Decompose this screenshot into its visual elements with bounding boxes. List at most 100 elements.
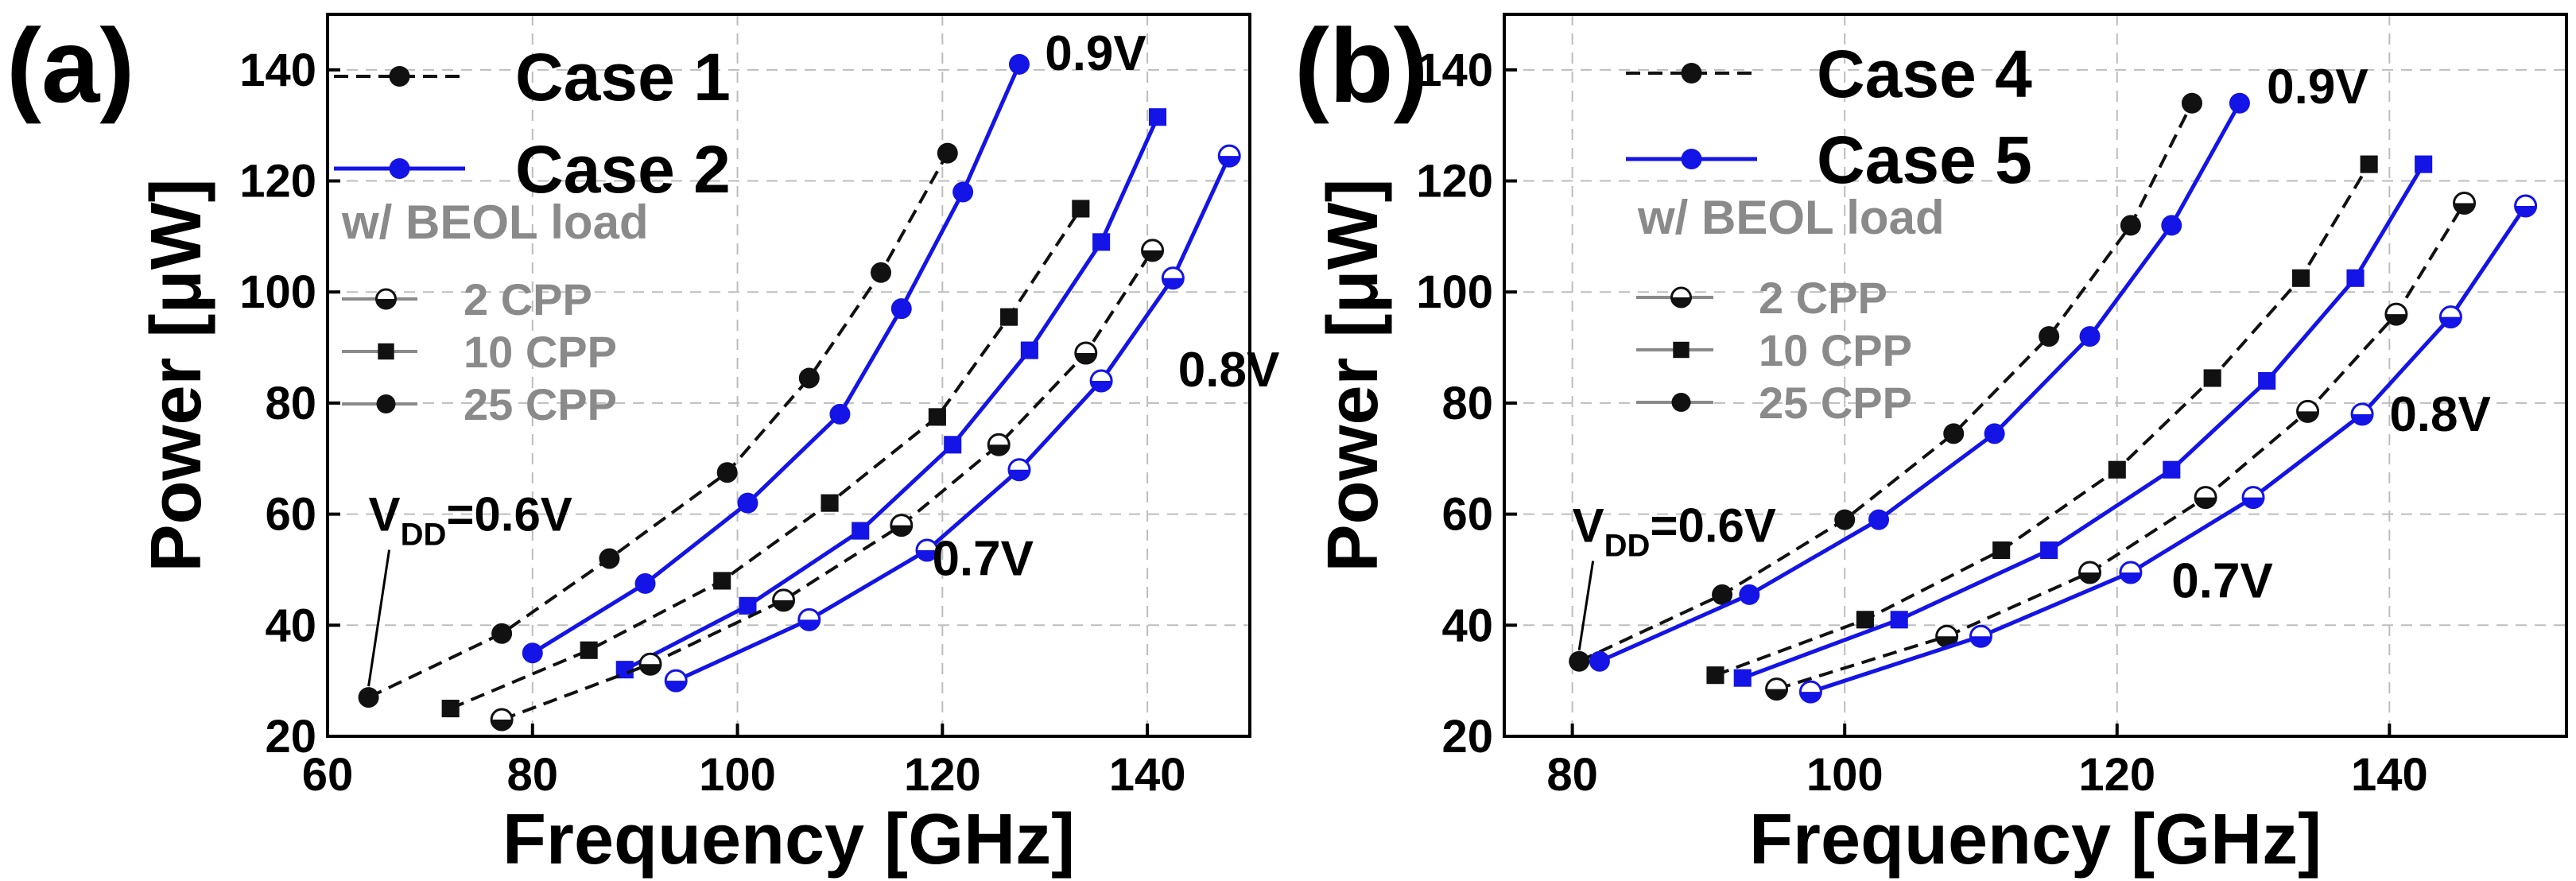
vdd-suffix: =0.6V [446, 488, 572, 541]
voltage-annotation: 0.8V [2389, 387, 2491, 442]
vdd-leader-line [367, 549, 391, 687]
data-point [490, 708, 514, 732]
data-point [2229, 92, 2250, 114]
y-tick-label: 60 [1441, 489, 1493, 541]
data-point [664, 669, 688, 693]
data-point [1733, 669, 1752, 687]
data-point [2350, 402, 2374, 426]
data-point [1000, 308, 1018, 326]
data-point [2514, 194, 2538, 218]
panel-a-chart: (a) 60 80 100 120 140 20 40 60 80 100 120 140 Frequen… [6, 7, 1279, 879]
x-tick-label: 80 [507, 749, 559, 801]
legend-marker-label: 2 CPP [464, 274, 592, 324]
y-tick-label: 120 [1416, 156, 1493, 208]
data-point [829, 403, 851, 425]
legend-marker-label: 25 CPP [464, 379, 617, 429]
x-tick-label: 100 [699, 749, 776, 801]
legend-label: Case 5 [1817, 122, 2032, 197]
legend-marker [1681, 63, 1702, 83]
data-point-half [1075, 353, 1096, 364]
data-point-half [890, 525, 912, 536]
y-tick-label: 60 [265, 489, 316, 541]
data-point [441, 700, 460, 718]
data-point [1943, 423, 1965, 444]
data-point [952, 181, 974, 203]
data-point-half [2454, 203, 2475, 214]
data-point [1798, 680, 1822, 704]
data-point [1569, 650, 1590, 672]
data-point [1765, 677, 1789, 701]
legend-marker [1681, 149, 1702, 169]
legend-subtitle: w/ BEOL load [1637, 191, 1945, 244]
data-point [852, 522, 870, 540]
data-point [1589, 650, 1610, 672]
legend-marker-label: 10 CPP [464, 327, 617, 377]
data-point [1217, 144, 1241, 168]
data-point [890, 298, 912, 320]
data-point [1141, 239, 1165, 262]
y-axis-title: Power [μW] [137, 178, 216, 572]
panel-b-chart: (b) 80 100 120 140 20 40 60 80 100 120 140 Frequency… [1294, 7, 2568, 879]
legend-marker [389, 158, 410, 179]
data-point [2415, 155, 2433, 173]
series-group [358, 53, 1241, 732]
legend-marker-symbol [378, 343, 394, 360]
vdd-leader-line [1577, 561, 1595, 650]
data-point [1984, 423, 2005, 444]
data-point [1890, 611, 1908, 629]
data-point-half [2440, 316, 2462, 328]
series-line [675, 155, 1232, 683]
data-point [798, 367, 820, 389]
data-point-half [917, 550, 937, 561]
y-tick-label: 20 [1441, 711, 1493, 763]
data-point [944, 436, 962, 454]
y-tick-label: 40 [265, 600, 316, 651]
legend-marker-symbol [1673, 341, 1690, 359]
data-point [2453, 191, 2477, 215]
data-point [737, 492, 758, 514]
data-point-half [1091, 380, 1112, 391]
data-point [1834, 509, 1856, 530]
vdd-prefix: V [1573, 499, 1604, 553]
data-point [522, 642, 543, 664]
data-point [2296, 399, 2320, 423]
data-point-half [1219, 156, 1240, 167]
data-point [2163, 460, 2181, 479]
data-point-half [640, 664, 661, 675]
x-tick-label: 140 [1109, 749, 1186, 801]
data-point-half [2120, 572, 2141, 583]
data-point [1020, 341, 1038, 359]
voltage-annotation: 0.9V [2267, 60, 2368, 114]
data-point [1072, 200, 1090, 218]
data-point-half [2352, 413, 2373, 425]
legend-marker-symbol [376, 394, 396, 413]
data-point [2241, 486, 2265, 510]
data-point [1739, 584, 1760, 605]
plot-frame [1503, 13, 2568, 738]
data-point [2120, 215, 2141, 236]
vdd-prefix: V [369, 488, 401, 541]
data-point-half [665, 681, 687, 692]
data-point [491, 623, 513, 644]
vdd-suffix: =0.6V [1650, 499, 1775, 553]
legend-marker-symbol [1670, 286, 1692, 309]
data-point [2039, 326, 2060, 347]
x-axis-title: Frequency [GHz] [502, 800, 1075, 879]
data-point [2291, 269, 2310, 287]
data-point-half [1970, 636, 1992, 647]
voltage-annotation: 0.8V [1178, 343, 1280, 398]
data-point [937, 142, 958, 164]
data-point [1992, 541, 2011, 560]
legend-marker-label: 2 CPP [1759, 273, 1887, 323]
data-point [1092, 233, 1111, 251]
y-tick-label: 140 [1416, 45, 1493, 96]
legend-label: Case 2 [515, 132, 731, 207]
data-point [1161, 266, 1185, 290]
data-point [713, 572, 731, 590]
data-point [928, 408, 946, 426]
vdd-subscript: DD [1604, 529, 1651, 564]
data-point [716, 462, 738, 483]
data-point [615, 661, 634, 679]
data-point-half [1009, 469, 1030, 480]
